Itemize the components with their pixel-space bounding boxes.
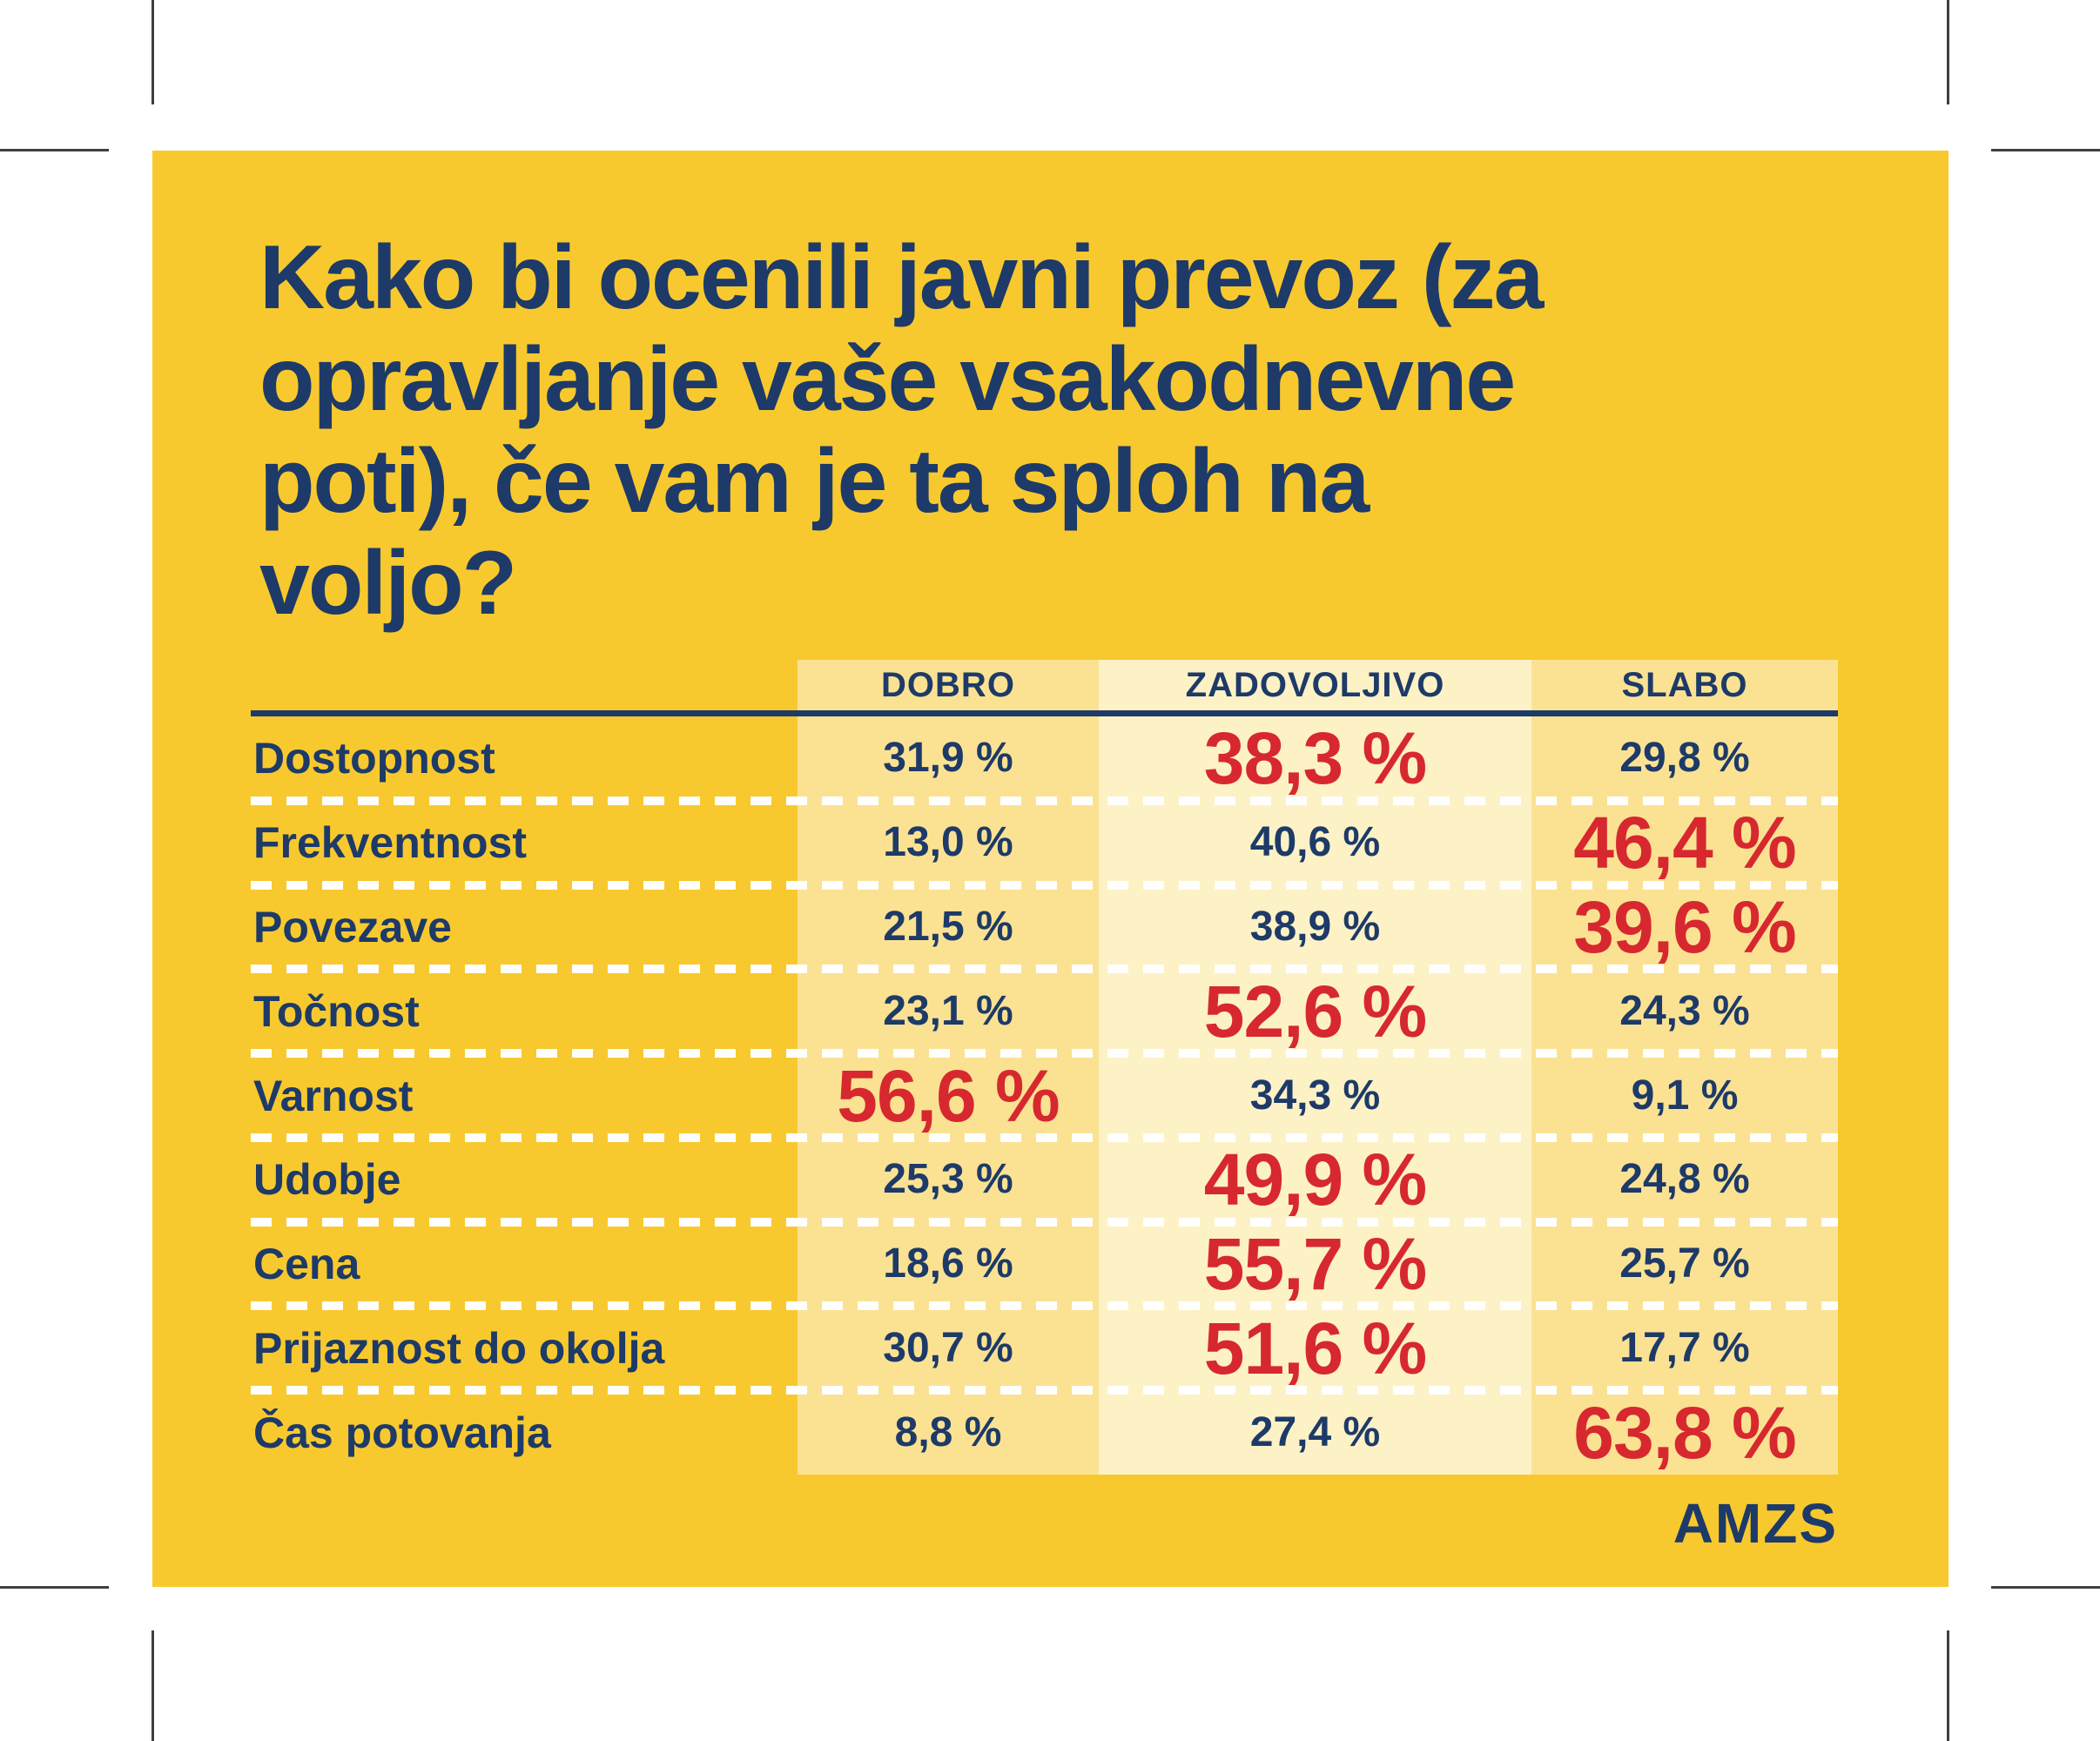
row-divider-dashed-line [251,965,1838,974]
crop-mark-bottom-left-horizontal [0,1586,109,1589]
value-cell-highlighted: 63,8 % [1573,1391,1797,1474]
row-label: Čas potovanja [253,1408,551,1457]
table-row: Prijaznost do okolja 30,7 % 51,6 % 17,7 % [251,1306,1838,1395]
crop-mark-top-left-vertical [151,0,154,104]
crop-mark-bottom-left-vertical [151,1630,154,1741]
row-label: Varnost [253,1071,414,1120]
value-cell: 17,7 % [1619,1324,1750,1371]
value-cell: 40,6 % [1249,819,1381,866]
row-label: Frekventnost [253,818,527,868]
crop-mark-bottom-right-horizontal [1991,1586,2100,1589]
value-cell: 13,0 % [883,819,1013,866]
value-cell-highlighted: 55,7 % [1203,1223,1428,1306]
value-cell-highlighted: 51,6 % [1203,1307,1428,1389]
value-cell: 25,3 % [883,1156,1013,1203]
crop-mark-top-right-vertical [1947,0,1949,104]
crop-mark-top-right-horizontal [1991,149,2100,151]
row-label: Povezave [253,902,452,951]
table-row: Dostopnost 31,9 % 38,3 % 29,8 % [251,716,1838,805]
yellow-card: Kako bi ocenili javni prevoz (za opravlj… [152,151,1949,1587]
table-row: Povezave 21,5 % 38,9 % 39,6 % [251,885,1838,974]
value-cell: 27,4 % [1249,1408,1381,1455]
row-divider-dashed-line [251,880,1838,890]
crop-mark-top-left-horizontal [0,149,109,151]
ratings-table: DOBRO ZADOVOLJIVO SLABO Dostopnost 31,9 % 38… [251,660,1838,1475]
column-background-slabo [1531,660,1838,1475]
table-row: Varnost 56,6 % 34,3 % 9,1 % [251,1053,1838,1142]
value-cell: 24,8 % [1619,1156,1750,1203]
table-row: Udobje 25,3 % 49,9 % 24,8 % [251,1138,1838,1227]
value-cell: 23,1 % [883,987,1013,1034]
value-cell: 38,9 % [1249,903,1381,950]
column-header-zadovoljivo: ZADOVOLJIVO [1185,665,1445,704]
table-row: Cena 18,6 % 55,7 % 25,7 % [251,1222,1838,1311]
row-divider-dashed-line [251,1386,1838,1395]
table-row: Frekventnost 13,0 % 40,6 % 46,4 % [251,801,1838,890]
value-cell-highlighted: 56,6 % [837,1054,1060,1137]
row-label: Dostopnost [253,734,495,783]
row-divider-dashed-line [251,1133,1838,1142]
row-label: Točnost [253,986,420,1036]
value-cell: 21,5 % [883,903,1013,950]
row-divider-dashed-line [251,1049,1838,1059]
value-cell-highlighted: 38,3 % [1203,717,1428,800]
value-cell: 8,8 % [894,1408,1002,1455]
value-cell-highlighted: 39,6 % [1573,885,1797,968]
value-cell: 29,8 % [1619,735,1750,782]
column-background-zadovoljivo [1099,660,1531,1475]
amzs-logo: AMZS [1673,1492,1838,1555]
table-body: Dostopnost 31,9 % 38,3 % 29,8 % Frekventnost… [251,716,1838,1475]
value-cell: 34,3 % [1249,1072,1381,1119]
table-row: Točnost 23,1 % 52,6 % 24,3 % [251,969,1838,1059]
column-header-slabo: SLABO [1621,665,1748,704]
value-cell: 25,7 % [1619,1240,1750,1287]
value-cell: 30,7 % [883,1324,1013,1371]
value-cell: 31,9 % [883,735,1013,782]
crop-mark-bottom-right-vertical [1947,1630,1949,1741]
value-cell: 9,1 % [1631,1072,1739,1119]
page-title: Kako bi ocenili javni prevoz (za opravlj… [259,227,1544,634]
row-label: Cena [253,1240,360,1289]
row-divider-dashed-line [251,1217,1838,1227]
column-background-dobro [798,660,1099,1475]
row-label: Prijaznost do okolja [253,1323,665,1373]
table-row: Čas potovanja 8,8 % 27,4 % 63,8 % [251,1390,1838,1475]
header-divider-line [251,710,1838,716]
header-spacer [251,660,798,710]
value-cell: 24,3 % [1619,987,1750,1034]
value-cell-highlighted: 49,9 % [1203,1139,1428,1221]
value-cell-highlighted: 46,4 % [1573,802,1797,884]
value-cell-highlighted: 52,6 % [1203,970,1428,1052]
value-cell: 18,6 % [883,1240,1013,1287]
row-label: Udobje [253,1155,401,1205]
row-divider-dashed-line [251,1301,1838,1311]
row-divider-dashed-line [251,796,1838,805]
column-header-dobro: DOBRO [881,665,1015,704]
table-header-row: DOBRO ZADOVOLJIVO SLABO [251,660,1838,710]
